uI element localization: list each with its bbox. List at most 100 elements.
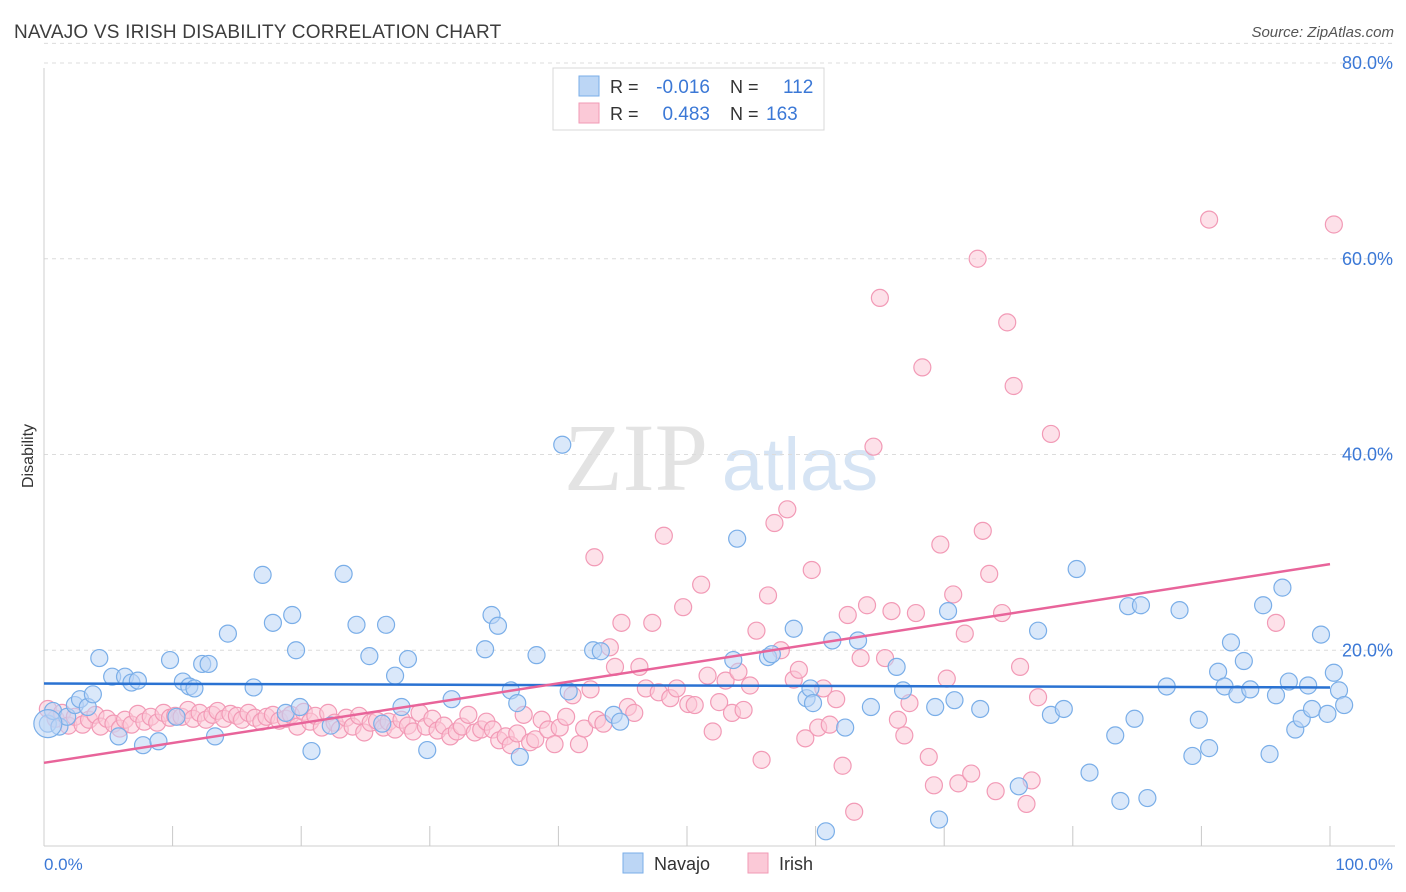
legend-navajo-r-value: -0.016 bbox=[656, 77, 710, 98]
navajo-point bbox=[1241, 680, 1260, 699]
irish-point bbox=[692, 575, 711, 594]
navajo-point bbox=[848, 631, 868, 650]
irish-point bbox=[949, 774, 968, 793]
irish-point bbox=[674, 598, 693, 617]
irish-point bbox=[778, 500, 797, 519]
irish-point bbox=[998, 313, 1017, 332]
irish-point bbox=[765, 513, 784, 533]
navajo-point bbox=[816, 822, 835, 841]
legend-swatch-navajo bbox=[578, 75, 600, 97]
irish-point bbox=[931, 535, 950, 554]
y-tick-label: 40.0% bbox=[1342, 445, 1393, 465]
navajo-point bbox=[887, 657, 906, 676]
navajo-point bbox=[1234, 651, 1253, 671]
irish-point bbox=[545, 735, 564, 754]
x-tick-label-max: 100.0% bbox=[1335, 855, 1393, 874]
x-tick-label-min: 0.0% bbox=[44, 855, 83, 874]
y-tick-labels: 20.0% 40.0% 60.0% 80.0% bbox=[1342, 53, 1393, 660]
navajo-point bbox=[360, 647, 379, 666]
navajo-point bbox=[90, 648, 109, 668]
navajo-point bbox=[1254, 596, 1273, 615]
navajo-point bbox=[1125, 709, 1144, 728]
irish-point bbox=[919, 747, 938, 767]
navajo-point bbox=[263, 613, 283, 632]
series-irish bbox=[38, 210, 1343, 821]
irish-point bbox=[575, 719, 594, 738]
navajo-point bbox=[199, 654, 218, 674]
legend-navajo-n-value: 112 bbox=[783, 77, 813, 98]
irish-point bbox=[802, 560, 821, 580]
navajo-point bbox=[926, 697, 945, 717]
navajo-point bbox=[1183, 746, 1202, 766]
navajo-point bbox=[728, 529, 747, 548]
navajo-point bbox=[1028, 621, 1048, 640]
irish-point bbox=[980, 564, 999, 584]
navajo-point bbox=[1106, 726, 1125, 745]
irish-point bbox=[734, 700, 753, 720]
navajo-point bbox=[283, 605, 302, 625]
irish-point bbox=[851, 648, 870, 668]
navajo-point bbox=[611, 712, 630, 731]
navajo-point bbox=[128, 671, 147, 690]
navajo-point bbox=[321, 716, 340, 735]
navajo-point bbox=[1260, 744, 1279, 764]
legend-bottom-label-navajo: Navajo bbox=[654, 854, 710, 874]
navajo-point bbox=[109, 727, 128, 746]
navajo-point-cluster bbox=[33, 709, 63, 739]
legend-irish-n-label: N = bbox=[730, 104, 759, 124]
irish-point bbox=[1028, 688, 1048, 707]
navajo-point bbox=[1335, 695, 1354, 715]
irish-trend-line bbox=[43, 562, 1331, 765]
irish-point bbox=[789, 660, 808, 679]
navajo-point bbox=[160, 650, 180, 670]
navajo-point bbox=[893, 681, 913, 700]
navajo-point bbox=[218, 624, 237, 643]
navajo-point bbox=[1138, 788, 1157, 808]
navajo-point bbox=[938, 601, 958, 621]
irish-point bbox=[913, 358, 932, 377]
navajo-point bbox=[185, 679, 204, 698]
irish-point bbox=[569, 735, 589, 754]
navajo-point bbox=[1279, 672, 1298, 691]
irish-point bbox=[710, 693, 729, 712]
navajo-point bbox=[527, 646, 546, 665]
navajo-point bbox=[385, 666, 405, 685]
irish-point bbox=[1004, 376, 1023, 396]
navajo-point bbox=[803, 694, 823, 713]
legend-navajo-r-label: R = bbox=[610, 77, 639, 97]
irish-point bbox=[1200, 210, 1219, 229]
navajo-point bbox=[1189, 710, 1208, 729]
navajo-point bbox=[488, 616, 508, 635]
irish-point bbox=[796, 729, 815, 748]
legend-navajo-n-label: N = bbox=[730, 77, 759, 97]
irish-point bbox=[643, 613, 662, 632]
grid-lines bbox=[44, 42, 1395, 651]
navajo-point bbox=[398, 649, 418, 669]
source-label: Source: ZipAtlas.com bbox=[1251, 24, 1394, 41]
irish-point bbox=[612, 613, 631, 632]
y-tick-label: 20.0% bbox=[1342, 640, 1393, 660]
navajo-point bbox=[510, 747, 529, 767]
navajo-point bbox=[418, 740, 437, 760]
irish-point bbox=[895, 726, 914, 745]
navajo-point bbox=[508, 694, 527, 713]
navajo-point bbox=[376, 615, 396, 634]
irish-point bbox=[986, 782, 1005, 801]
navajo-point bbox=[373, 714, 392, 733]
x-ticks bbox=[172, 826, 1331, 846]
irish-point bbox=[667, 679, 686, 698]
irish-point bbox=[833, 756, 852, 775]
irish-point bbox=[703, 722, 722, 741]
navajo-point bbox=[167, 707, 186, 726]
navajo-point bbox=[553, 435, 572, 454]
navajo-point bbox=[1080, 763, 1099, 782]
navajo-point bbox=[1054, 699, 1073, 719]
navajo-point bbox=[591, 642, 610, 661]
irish-point bbox=[508, 724, 527, 743]
watermark-atlas: atlas bbox=[722, 423, 878, 506]
navajo-point bbox=[334, 564, 353, 584]
irish-point bbox=[685, 695, 704, 715]
irish-point bbox=[752, 750, 771, 769]
irish-point bbox=[968, 249, 987, 268]
